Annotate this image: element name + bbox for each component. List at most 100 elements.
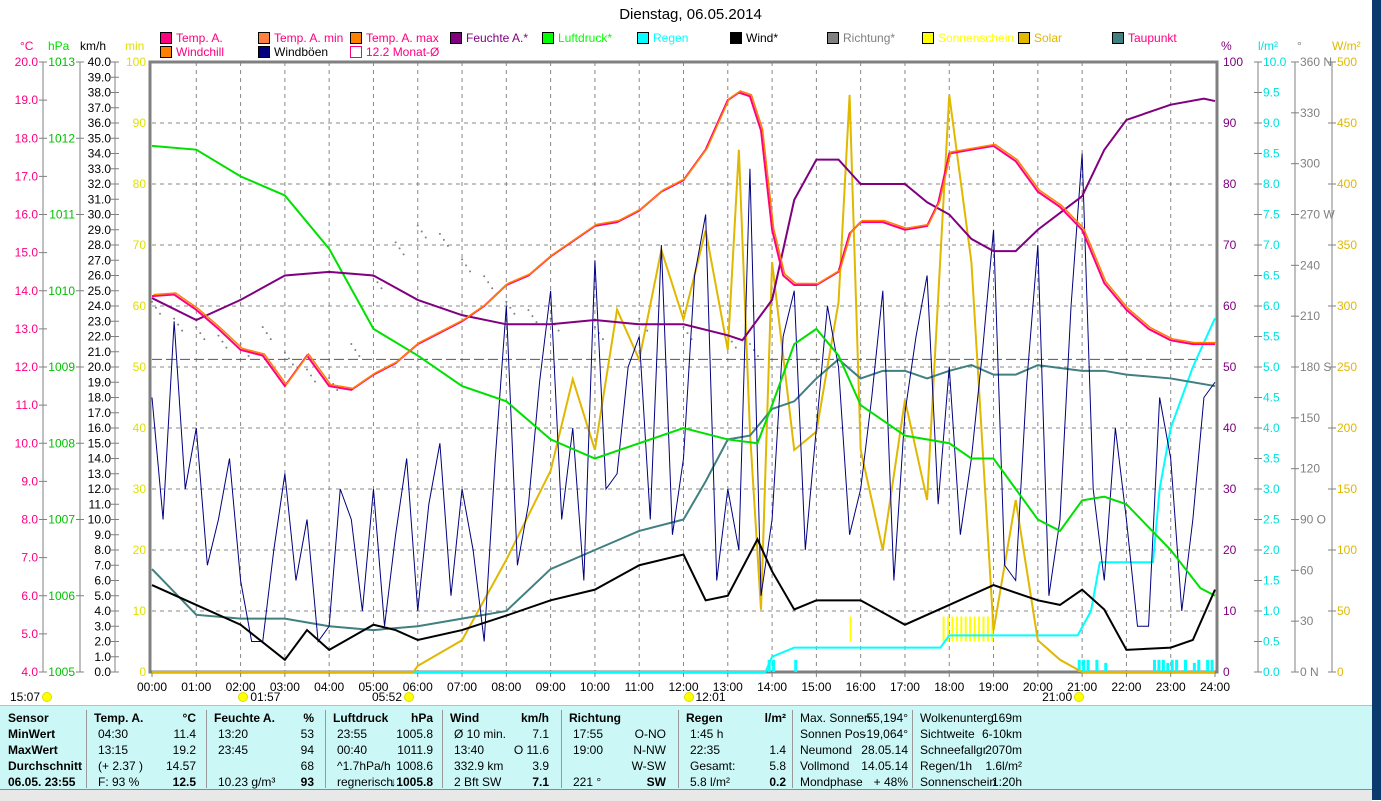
sunset-icon (1074, 692, 1085, 702)
axis-label-min: 30 (133, 482, 147, 496)
legend-item: Regen (637, 31, 688, 45)
rain-bar (1206, 659, 1210, 672)
rain-bar (1161, 659, 1165, 672)
rain-value: 5.8 (769, 759, 786, 773)
axis-label-hpa: 1007 (48, 513, 75, 527)
unit-lm2: l/m² (1258, 39, 1278, 53)
dir-label: 19:00 (573, 743, 604, 757)
misc-label: Regen/1h (920, 759, 973, 773)
axis-label-min: 50 (133, 360, 147, 374)
astro-label: Neumond (800, 743, 853, 757)
axis-label-lm2: 3.5 (1263, 452, 1280, 466)
axis-label-pct: 90 (1223, 116, 1237, 130)
axis-label-c: 20.0 (15, 55, 39, 69)
astro-value: -19,064° (862, 727, 909, 741)
axis-label-wm2: 100 (1337, 543, 1357, 557)
dir-value: O-NO (634, 727, 666, 741)
legend-item: 12.2 Monat-Ø (350, 45, 439, 59)
legend-swatch (350, 32, 362, 44)
sunshine-bar (982, 616, 985, 642)
x-tick-label: 14:00 (757, 680, 787, 694)
axis-label-deg: 0 N (1300, 665, 1319, 679)
x-tick-label: 20:00 (1023, 680, 1053, 694)
x-tick-label: 10:00 (580, 680, 610, 694)
unit-degree: ° (1297, 39, 1302, 53)
legend-item: Windböen (258, 45, 328, 59)
moon-icon (42, 692, 53, 702)
summary-table: Sensor MinWert MaxWert Durchschnitt 06.05. 2… (0, 705, 1372, 790)
direction-point (350, 343, 353, 346)
astro-label: Mondphase (800, 775, 863, 789)
misc-label: Sonnenschein (920, 775, 997, 789)
axis-label-pct: 20 (1223, 543, 1237, 557)
unit-min: min (125, 39, 145, 53)
axis-label-pct: 100 (1223, 55, 1243, 69)
desktop-edge (1372, 0, 1381, 800)
rain-label: 1:45 h (690, 727, 724, 741)
legend-label: Windchill (176, 45, 225, 59)
axis-label-kmh: 9.0 (94, 528, 111, 542)
axis-label-kmh: 38.0 (88, 86, 112, 100)
astro-label: Max. Sonnen (800, 711, 871, 725)
axis-label-hpa: 1013 (48, 55, 75, 69)
axis-label-c: 16.0 (15, 208, 39, 222)
astro-value: 55,194° (866, 711, 908, 725)
legend-swatch (160, 32, 172, 44)
wind-label: 13:40 (454, 743, 485, 757)
direction-point (734, 346, 737, 349)
rain-value: 1.4 (769, 743, 786, 757)
legend-swatch (350, 46, 362, 58)
axis-label-kmh: 3.0 (94, 619, 111, 633)
direction-point (354, 349, 357, 352)
wind-label: 2 Bft SW (454, 775, 502, 789)
legend-label: Sonnenschein (938, 31, 1015, 45)
axis-label-c: 7.0 (21, 551, 38, 565)
axis-label-kmh: 6.0 (94, 574, 111, 588)
column-divider (912, 710, 913, 788)
direction-point (416, 224, 419, 227)
axis-label-kmh: 23.0 (88, 314, 112, 328)
hum-label: 13:20 (218, 727, 249, 741)
sunshine-bar (969, 616, 972, 642)
wind-value: 7.1 (532, 727, 549, 741)
rain-label: 5.8 l/m² (690, 775, 731, 789)
axis-label-c: 17.0 (15, 169, 39, 183)
x-tick-label: 08:00 (491, 680, 521, 694)
marker-sunset: 21:00 (1042, 690, 1085, 704)
unit-kmh: km/h (80, 39, 107, 53)
axis-label-kmh: 35.0 (88, 131, 112, 145)
dir-value: SW (646, 775, 666, 789)
direction-point (424, 236, 427, 239)
axis-label-lm2: 3.0 (1263, 482, 1280, 496)
axis-label-kmh: 30.0 (88, 208, 112, 222)
dir-value: N-NW (633, 743, 666, 757)
direction-point (195, 326, 198, 329)
axis-label-kmh: 25.0 (88, 284, 112, 298)
direction-point (593, 326, 596, 329)
direction-point (358, 355, 361, 358)
rain-bar (1175, 659, 1179, 672)
marker-moonset: 01:57 (238, 690, 280, 704)
press-label: ^1.7hPa/h (337, 759, 391, 773)
direction-point (291, 363, 294, 366)
legend-item: Solar (1018, 31, 1062, 45)
direction-point (314, 380, 317, 383)
direction-point (225, 346, 228, 349)
axis-label-c: 15.0 (15, 246, 39, 260)
wind-value: O 11.6 (513, 743, 549, 757)
marker-noon: 12:01 (683, 690, 726, 704)
misc-value: 1.6l/m² (985, 759, 1022, 773)
axis-label-kmh: 18.0 (88, 391, 112, 405)
press-label: regnerisch (337, 775, 394, 789)
axis-label-kmh: 37.0 (88, 101, 112, 115)
axis-label-lm2: 4.5 (1263, 391, 1280, 405)
direction-point (151, 300, 153, 303)
axis-label-min: 60 (133, 299, 147, 313)
x-tick-label: 07:00 (447, 680, 477, 694)
legend-label: Richtung* (843, 31, 896, 45)
axis-label-hpa: 1009 (48, 360, 75, 374)
x-tick-label: 24:00 (1200, 680, 1230, 694)
sunrise-icon (404, 692, 415, 702)
axis-label-kmh: 33.0 (88, 162, 112, 176)
axis-label-lm2: 6.5 (1263, 269, 1280, 283)
